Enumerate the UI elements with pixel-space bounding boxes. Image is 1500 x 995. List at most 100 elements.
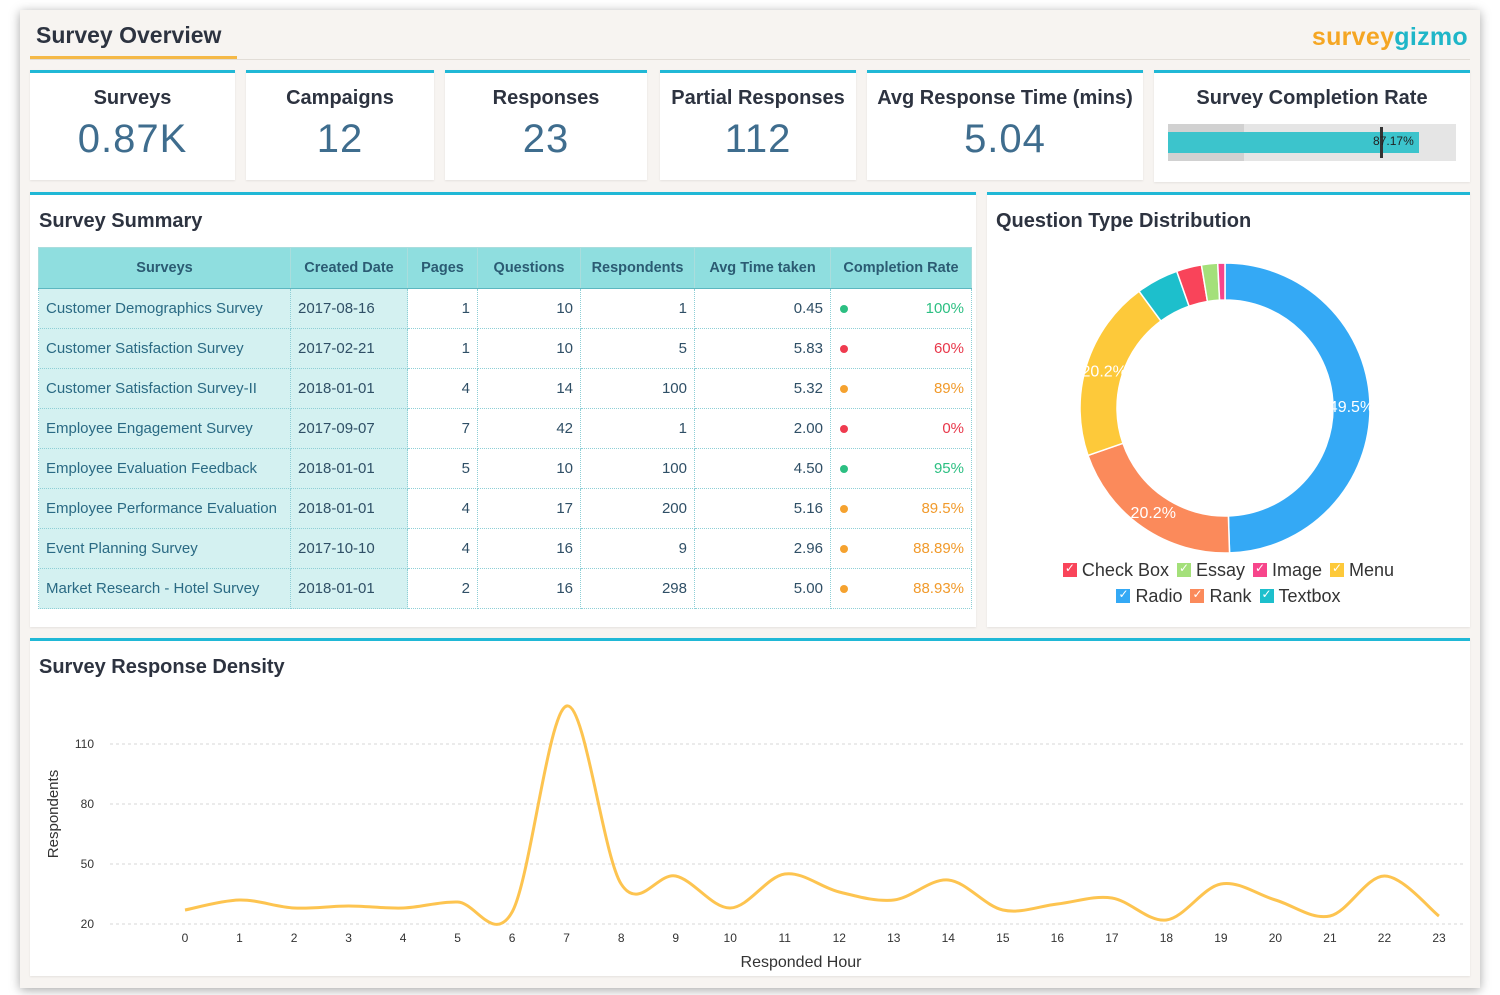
legend-item-textbox[interactable]: Textbox: [1259, 586, 1341, 607]
respondents-series-line[interactable]: [184, 704, 1440, 926]
kpi-surveys-card[interactable]: Surveys 0.87K: [30, 70, 235, 180]
table-row[interactable]: Customer Satisfaction Survey-II 2018-01-0…: [38, 368, 972, 409]
donut-chart: 49.5% 20.2% 20.2%: [1079, 262, 1374, 554]
kpi-avg-response-time-card[interactable]: Avg Response Time (mins) 5.04: [867, 70, 1143, 180]
cell-questions: 17: [477, 488, 581, 529]
header-divider: [30, 59, 1470, 60]
data-point-hour-20[interactable]: [1270, 895, 1280, 905]
data-point-hour-22[interactable]: [1379, 871, 1389, 881]
cell-created-date: 2017-09-07: [290, 408, 408, 449]
cell-survey-name: Customer Satisfaction Survey-II: [38, 368, 291, 409]
legend-item-image[interactable]: Image: [1253, 560, 1322, 581]
status-dot-icon: [840, 585, 848, 593]
cell-questions: 10: [477, 448, 581, 489]
table-body: Customer Demographics Survey 2017-08-16 1 1…: [38, 288, 972, 609]
data-point-hour-23[interactable]: [1434, 911, 1444, 921]
cell-survey-name: Employee Evaluation Feedback: [38, 448, 291, 489]
data-point-hour-7[interactable]: [562, 701, 572, 711]
y-axis-label: Respondents: [45, 770, 62, 858]
legend-label: Image: [1272, 560, 1323, 580]
legend-checkbox-icon[interactable]: [1330, 561, 1345, 577]
cell-respondents: 298: [580, 568, 695, 609]
cell-respondents: 200: [580, 488, 695, 529]
data-point-hour-2[interactable]: [289, 903, 299, 913]
data-point-hour-0[interactable]: [180, 905, 190, 915]
column-header-completion-rate[interactable]: Completion Rate: [830, 247, 972, 289]
data-point-hour-9[interactable]: [671, 871, 681, 881]
data-point-hour-19[interactable]: [1216, 879, 1226, 889]
legend-item-menu[interactable]: Menu: [1330, 560, 1394, 581]
cell-pages: 2: [407, 568, 478, 609]
data-point-hour-3[interactable]: [344, 901, 354, 911]
cell-respondents: 5: [580, 328, 695, 369]
legend-checkbox-icon[interactable]: [1190, 587, 1205, 603]
data-point-hour-8[interactable]: [616, 879, 626, 889]
table-row[interactable]: Customer Satisfaction Survey 2017-02-21 1 1…: [38, 328, 972, 369]
data-point-hour-11[interactable]: [780, 869, 790, 879]
column-header-questions[interactable]: Questions: [477, 247, 581, 289]
column-header-respondents[interactable]: Respondents: [580, 247, 695, 289]
cell-avg-time: 0.45: [694, 288, 831, 329]
legend-checkbox-icon[interactable]: [1259, 587, 1274, 603]
kpi-partial-responses-card[interactable]: Partial Responses 112: [660, 70, 856, 180]
status-dot-icon: [840, 425, 848, 433]
table-row[interactable]: Employee Engagement Survey 2017-09-07 7 42 1…: [38, 408, 972, 449]
cell-created-date: 2018-01-01: [290, 448, 408, 489]
table-row[interactable]: Customer Demographics Survey 2017-08-16 1 1…: [38, 288, 972, 329]
data-point-hour-14[interactable]: [943, 875, 953, 885]
data-point-hour-12[interactable]: [834, 887, 844, 897]
legend-checkbox-icon[interactable]: [1176, 561, 1191, 577]
donut-slice-image[interactable]: [1216, 262, 1226, 301]
data-point-hour-5[interactable]: [453, 897, 463, 907]
survey-summary-title: Survey Summary: [39, 210, 203, 232]
donut-slice-rank[interactable]: [1087, 442, 1231, 554]
table-row[interactable]: Event Planning Survey 2017-10-10 4 16 9 2.96 8…: [38, 528, 972, 569]
column-header-created-date[interactable]: Created Date: [290, 247, 408, 289]
data-point-hour-21[interactable]: [1325, 911, 1335, 921]
kpi-completion-rate-card[interactable]: Survey Completion Rate 87.17%: [1154, 70, 1470, 182]
data-point-hour-15[interactable]: [998, 905, 1008, 915]
cell-respondents: 100: [580, 448, 695, 489]
kpi-label: Surveys: [93, 87, 172, 109]
legend-item-check-box[interactable]: Check Box: [1062, 560, 1169, 581]
x-tick-label: 14: [942, 931, 956, 945]
cell-completion-rate: 89.5%: [830, 488, 972, 529]
kpi-campaigns-card[interactable]: Campaigns 12: [246, 70, 434, 180]
donut-slice-radio[interactable]: [1224, 262, 1371, 554]
status-dot-icon: [840, 505, 848, 513]
cell-completion-rate: 89%: [830, 368, 972, 409]
x-tick-label: 12: [833, 931, 847, 945]
table-row[interactable]: Market Research - Hotel Survey 2018-01-01…: [38, 568, 972, 609]
legend-checkbox-icon[interactable]: [1116, 587, 1131, 603]
status-dot-icon: [840, 305, 848, 313]
data-point-hour-1[interactable]: [235, 895, 245, 905]
data-point-hour-13[interactable]: [889, 895, 899, 905]
cell-questions: 42: [477, 408, 581, 449]
data-point-hour-17[interactable]: [1107, 893, 1117, 903]
legend-item-essay[interactable]: Essay: [1176, 560, 1245, 581]
cell-respondents: 1: [580, 408, 695, 449]
status-dot-icon: [840, 385, 848, 393]
data-point-hour-4[interactable]: [398, 903, 408, 913]
column-header-avg-time[interactable]: Avg Time taken: [694, 247, 831, 289]
legend-item-radio[interactable]: Radio: [1116, 586, 1182, 607]
legend-checkbox-icon[interactable]: [1062, 561, 1077, 577]
cell-avg-time: 2.00: [694, 408, 831, 449]
cell-survey-name: Market Research - Hotel Survey: [38, 568, 291, 609]
completion-rate-value: 95%: [933, 460, 964, 477]
data-point-hour-6[interactable]: [507, 907, 517, 917]
table-row[interactable]: Employee Evaluation Feedback 2018-01-01 5 1…: [38, 448, 972, 489]
x-tick-label: 18: [1160, 931, 1174, 945]
data-point-hour-18[interactable]: [1161, 915, 1171, 925]
data-point-hour-16[interactable]: [1052, 899, 1062, 909]
table-row[interactable]: Employee Performance Evaluation 2018-01-0…: [38, 488, 972, 529]
column-header-surveys[interactable]: Surveys: [38, 247, 291, 289]
data-point-hour-10[interactable]: [725, 903, 735, 913]
legend-label: Menu: [1349, 560, 1395, 580]
kpi-responses-card[interactable]: Responses 23: [445, 70, 647, 180]
column-header-pages[interactable]: Pages: [407, 247, 478, 289]
surveygizmo-logo[interactable]: surveygizmo: [1312, 23, 1468, 52]
legend-checkbox-icon[interactable]: [1253, 561, 1267, 577]
legend-item-rank[interactable]: Rank: [1190, 586, 1252, 607]
cell-avg-time: 5.32: [694, 368, 831, 409]
